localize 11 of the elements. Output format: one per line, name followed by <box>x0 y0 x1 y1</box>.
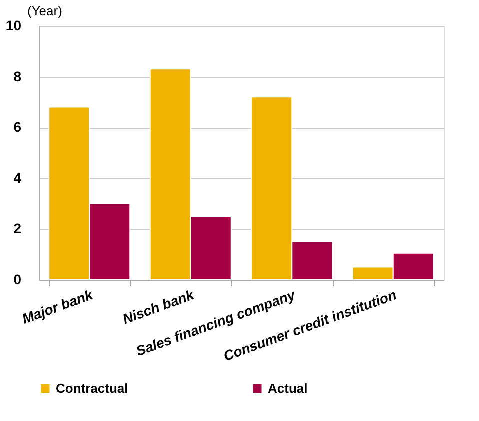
x-tick-label: Major bank <box>20 286 96 327</box>
y-tick-label: 2 <box>14 220 22 237</box>
legend-label: Contractual <box>56 380 128 396</box>
y-axis-title: (Year) <box>28 4 62 18</box>
legend-label: Actual <box>268 380 308 396</box>
y-tick-label: 0 <box>14 272 22 288</box>
x-tick-label: Nisch bank <box>120 286 198 328</box>
y-tick-label: 4 <box>14 170 22 186</box>
y-tick-label: 6 <box>14 119 22 136</box>
y-tick-label: 10 <box>6 18 22 34</box>
y-tick-label: 8 <box>14 68 22 84</box>
